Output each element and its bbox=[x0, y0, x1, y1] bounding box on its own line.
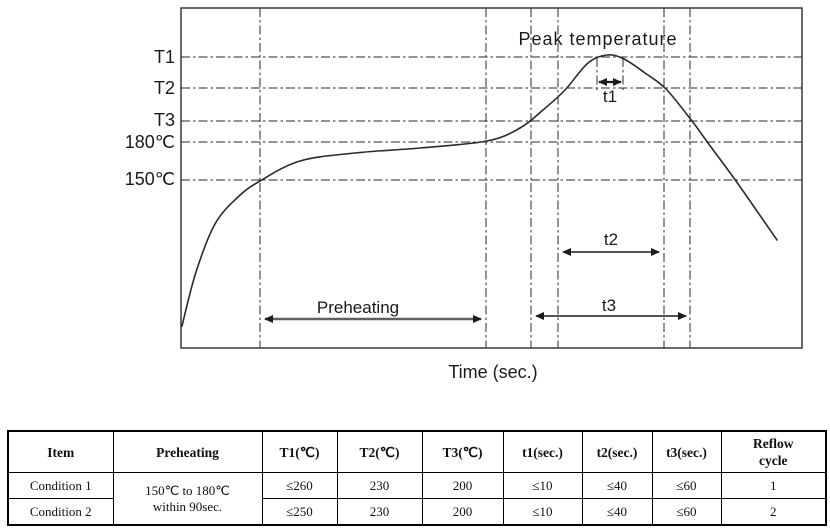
x-axis-label: Time (sec.) bbox=[448, 362, 537, 382]
y-axis-label-T2: T2 bbox=[154, 78, 175, 98]
cell-t1c: ≤250 bbox=[261, 498, 338, 526]
table-row-condition-2: Condition 2 ≤250 230 200 ≤10 ≤40 ≤60 2 bbox=[7, 498, 827, 526]
t1-label: t1 bbox=[603, 87, 617, 106]
cell-t1sec: ≤10 bbox=[502, 472, 583, 499]
header-t2c: T2(℃) bbox=[336, 430, 423, 473]
plot-border bbox=[180, 7, 803, 349]
cell-item: Condition 1 bbox=[7, 472, 114, 499]
cell-t1sec: ≤10 bbox=[502, 498, 583, 526]
cell-t2sec: ≤40 bbox=[581, 498, 653, 526]
cell-reflow-cycle: 2 bbox=[720, 498, 827, 526]
y-axis-label-T1: T1 bbox=[154, 47, 175, 67]
y-axis-label-T3: T3 bbox=[154, 110, 175, 130]
y-axis-label-150c: 150℃ bbox=[125, 169, 175, 189]
vertical-guide-lines bbox=[259, 8, 691, 348]
header-item: Item bbox=[7, 430, 114, 473]
cell-t3sec: ≤60 bbox=[651, 472, 722, 499]
cell-t1c: ≤260 bbox=[261, 472, 338, 499]
t3-label: t3 bbox=[602, 296, 616, 315]
cell-t3sec: ≤60 bbox=[651, 498, 722, 526]
cell-t3c: 200 bbox=[421, 472, 504, 499]
reflow-conditions-table: Item Preheating T1(℃) T2(℃) T3(℃) t1(sec… bbox=[7, 430, 827, 526]
cell-t2sec: ≤40 bbox=[581, 472, 653, 499]
t2-label: t2 bbox=[604, 230, 618, 249]
header-t3c: T3(℃) bbox=[421, 430, 504, 473]
cell-preheating-merged: 150℃ to 180℃ within 90sec. bbox=[112, 472, 263, 526]
table-row-condition-1: Condition 1 150℃ to 180℃ within 90sec. ≤… bbox=[7, 472, 827, 526]
reflow-profile-chart: T1 T2 T3 180℃ 150℃ Peak temperature t1 t… bbox=[125, 7, 803, 382]
cell-t2c: 230 bbox=[336, 472, 423, 499]
profile-chart-svg: T1 T2 T3 180℃ 150℃ Peak temperature t1 t… bbox=[125, 7, 803, 382]
cell-item: Condition 2 bbox=[7, 498, 114, 526]
horizontal-reference-lines bbox=[181, 56, 802, 181]
y-axis-label-180c: 180℃ bbox=[125, 132, 175, 152]
cell-reflow-cycle: 1 bbox=[720, 472, 827, 499]
table-header-row: Item Preheating T1(℃) T2(℃) T3(℃) t1(sec… bbox=[7, 430, 827, 473]
preheating-line-2: within 90sec. bbox=[152, 498, 223, 514]
header-t1sec: t1(sec.) bbox=[502, 430, 583, 473]
preheating-line-1: 150℃ to 180℃ bbox=[145, 482, 230, 498]
header-preheating: Preheating bbox=[112, 430, 263, 473]
peak-temperature-label: Peak temperature bbox=[518, 29, 677, 49]
header-reflow-cycle: Reflow cycle bbox=[720, 430, 827, 473]
header-t1c: T1(℃) bbox=[261, 430, 338, 473]
cell-t2c: 230 bbox=[336, 498, 423, 526]
header-t2sec: t2(sec.) bbox=[581, 430, 653, 473]
preheating-label: Preheating bbox=[317, 298, 399, 317]
cell-t3c: 200 bbox=[421, 498, 504, 526]
header-t3sec: t3(sec.) bbox=[651, 430, 722, 473]
temperature-curve bbox=[181, 54, 778, 327]
